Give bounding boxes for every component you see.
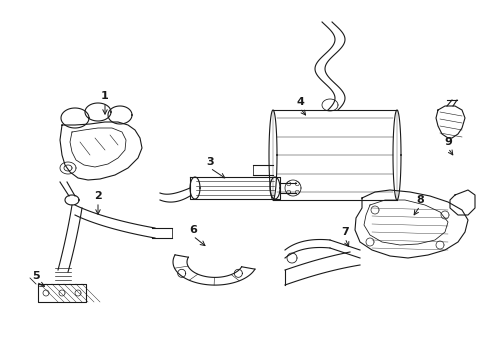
- Text: 9: 9: [443, 137, 451, 147]
- Text: 6: 6: [189, 225, 197, 235]
- Text: 4: 4: [295, 97, 304, 107]
- Text: 3: 3: [206, 157, 213, 167]
- Text: 8: 8: [415, 195, 423, 205]
- Text: 7: 7: [341, 227, 348, 237]
- Text: 2: 2: [94, 191, 102, 201]
- Text: 5: 5: [32, 271, 40, 281]
- Text: 1: 1: [101, 91, 109, 101]
